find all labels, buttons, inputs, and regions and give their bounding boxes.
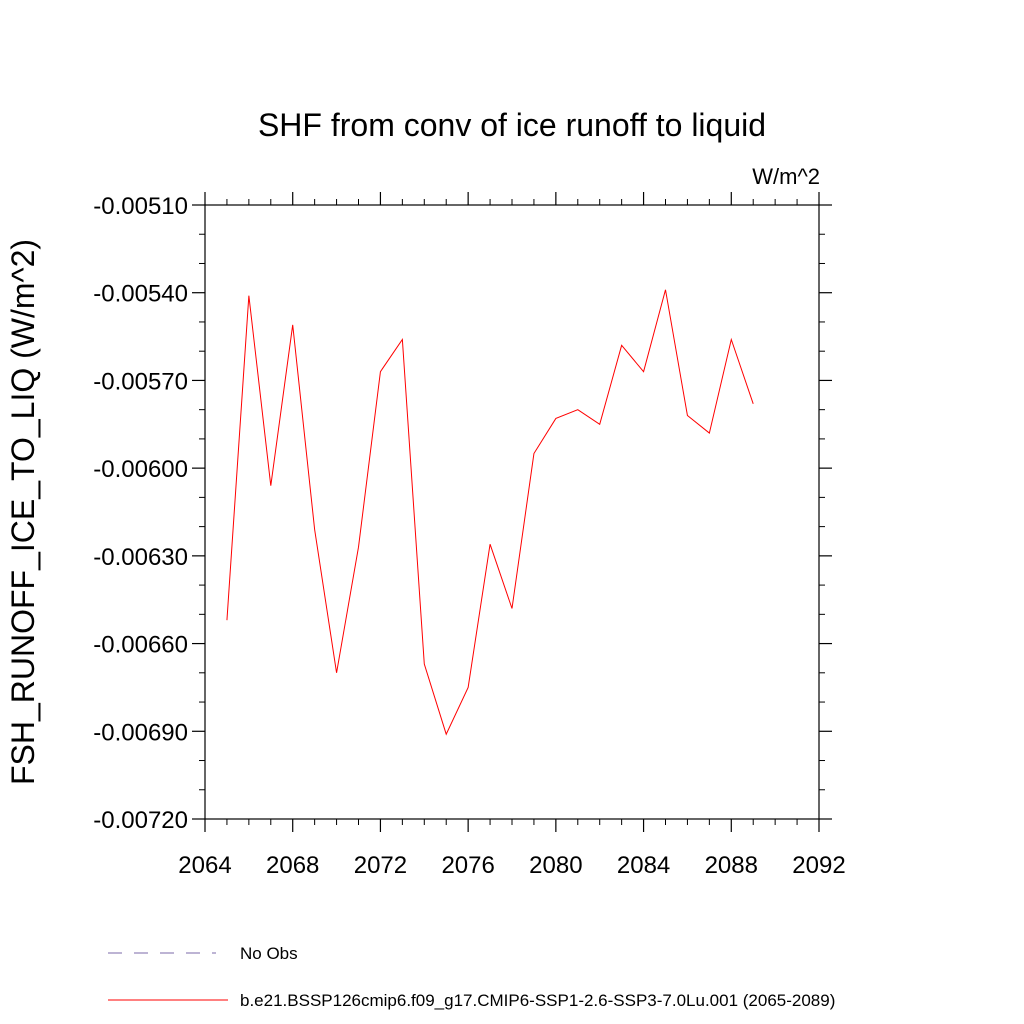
- y-tick-label: -0.00570: [93, 368, 188, 395]
- x-tick-label: 2064: [178, 852, 231, 879]
- series-line-1: [226, 289, 754, 736]
- x-tick-label: 2068: [266, 852, 319, 879]
- y-tick-label: -0.00690: [93, 719, 188, 746]
- units-label: W/m^2: [752, 164, 820, 189]
- y-tick-label: -0.00540: [93, 281, 188, 308]
- y-tick-label: -0.00630: [93, 544, 188, 571]
- y-tick-label: -0.00510: [93, 193, 188, 220]
- legend-label-model-run: b.e21.BSSP126cmip6.f09_g17.CMIP6-SSP1-2.…: [240, 991, 835, 1010]
- y-tick-label: -0.00660: [93, 632, 188, 659]
- axis-tick-labels: 2064 2068 2072 2076 2080 2084 2088 2092 -0.00510…: [93, 193, 845, 879]
- x-tick-label: 2088: [705, 852, 758, 879]
- legend: No Obs b.e21.BSSP126cmip6.f09_g17.CMIP6-…: [108, 944, 835, 1010]
- x-tick-label: 2072: [354, 852, 407, 879]
- x-tick-label: 2080: [529, 852, 582, 879]
- x-tick-label: 2084: [617, 852, 670, 879]
- y-tick-label: -0.00720: [93, 807, 188, 834]
- series-layer: [226, 289, 754, 736]
- x-tick-label: 2076: [441, 852, 494, 879]
- legend-label-no-obs: No Obs: [240, 944, 298, 963]
- x-tick-label: 2092: [792, 852, 845, 879]
- y-tick-label: -0.00600: [93, 456, 188, 483]
- chart-title: SHF from conv of ice runoff to liquid: [258, 107, 766, 143]
- y-axis-label: FSH_RUNOFF_ICE_TO_LIQ (W/m^2): [5, 239, 41, 785]
- axis-ticks: [192, 192, 832, 832]
- plot-frame: [204, 204, 820, 820]
